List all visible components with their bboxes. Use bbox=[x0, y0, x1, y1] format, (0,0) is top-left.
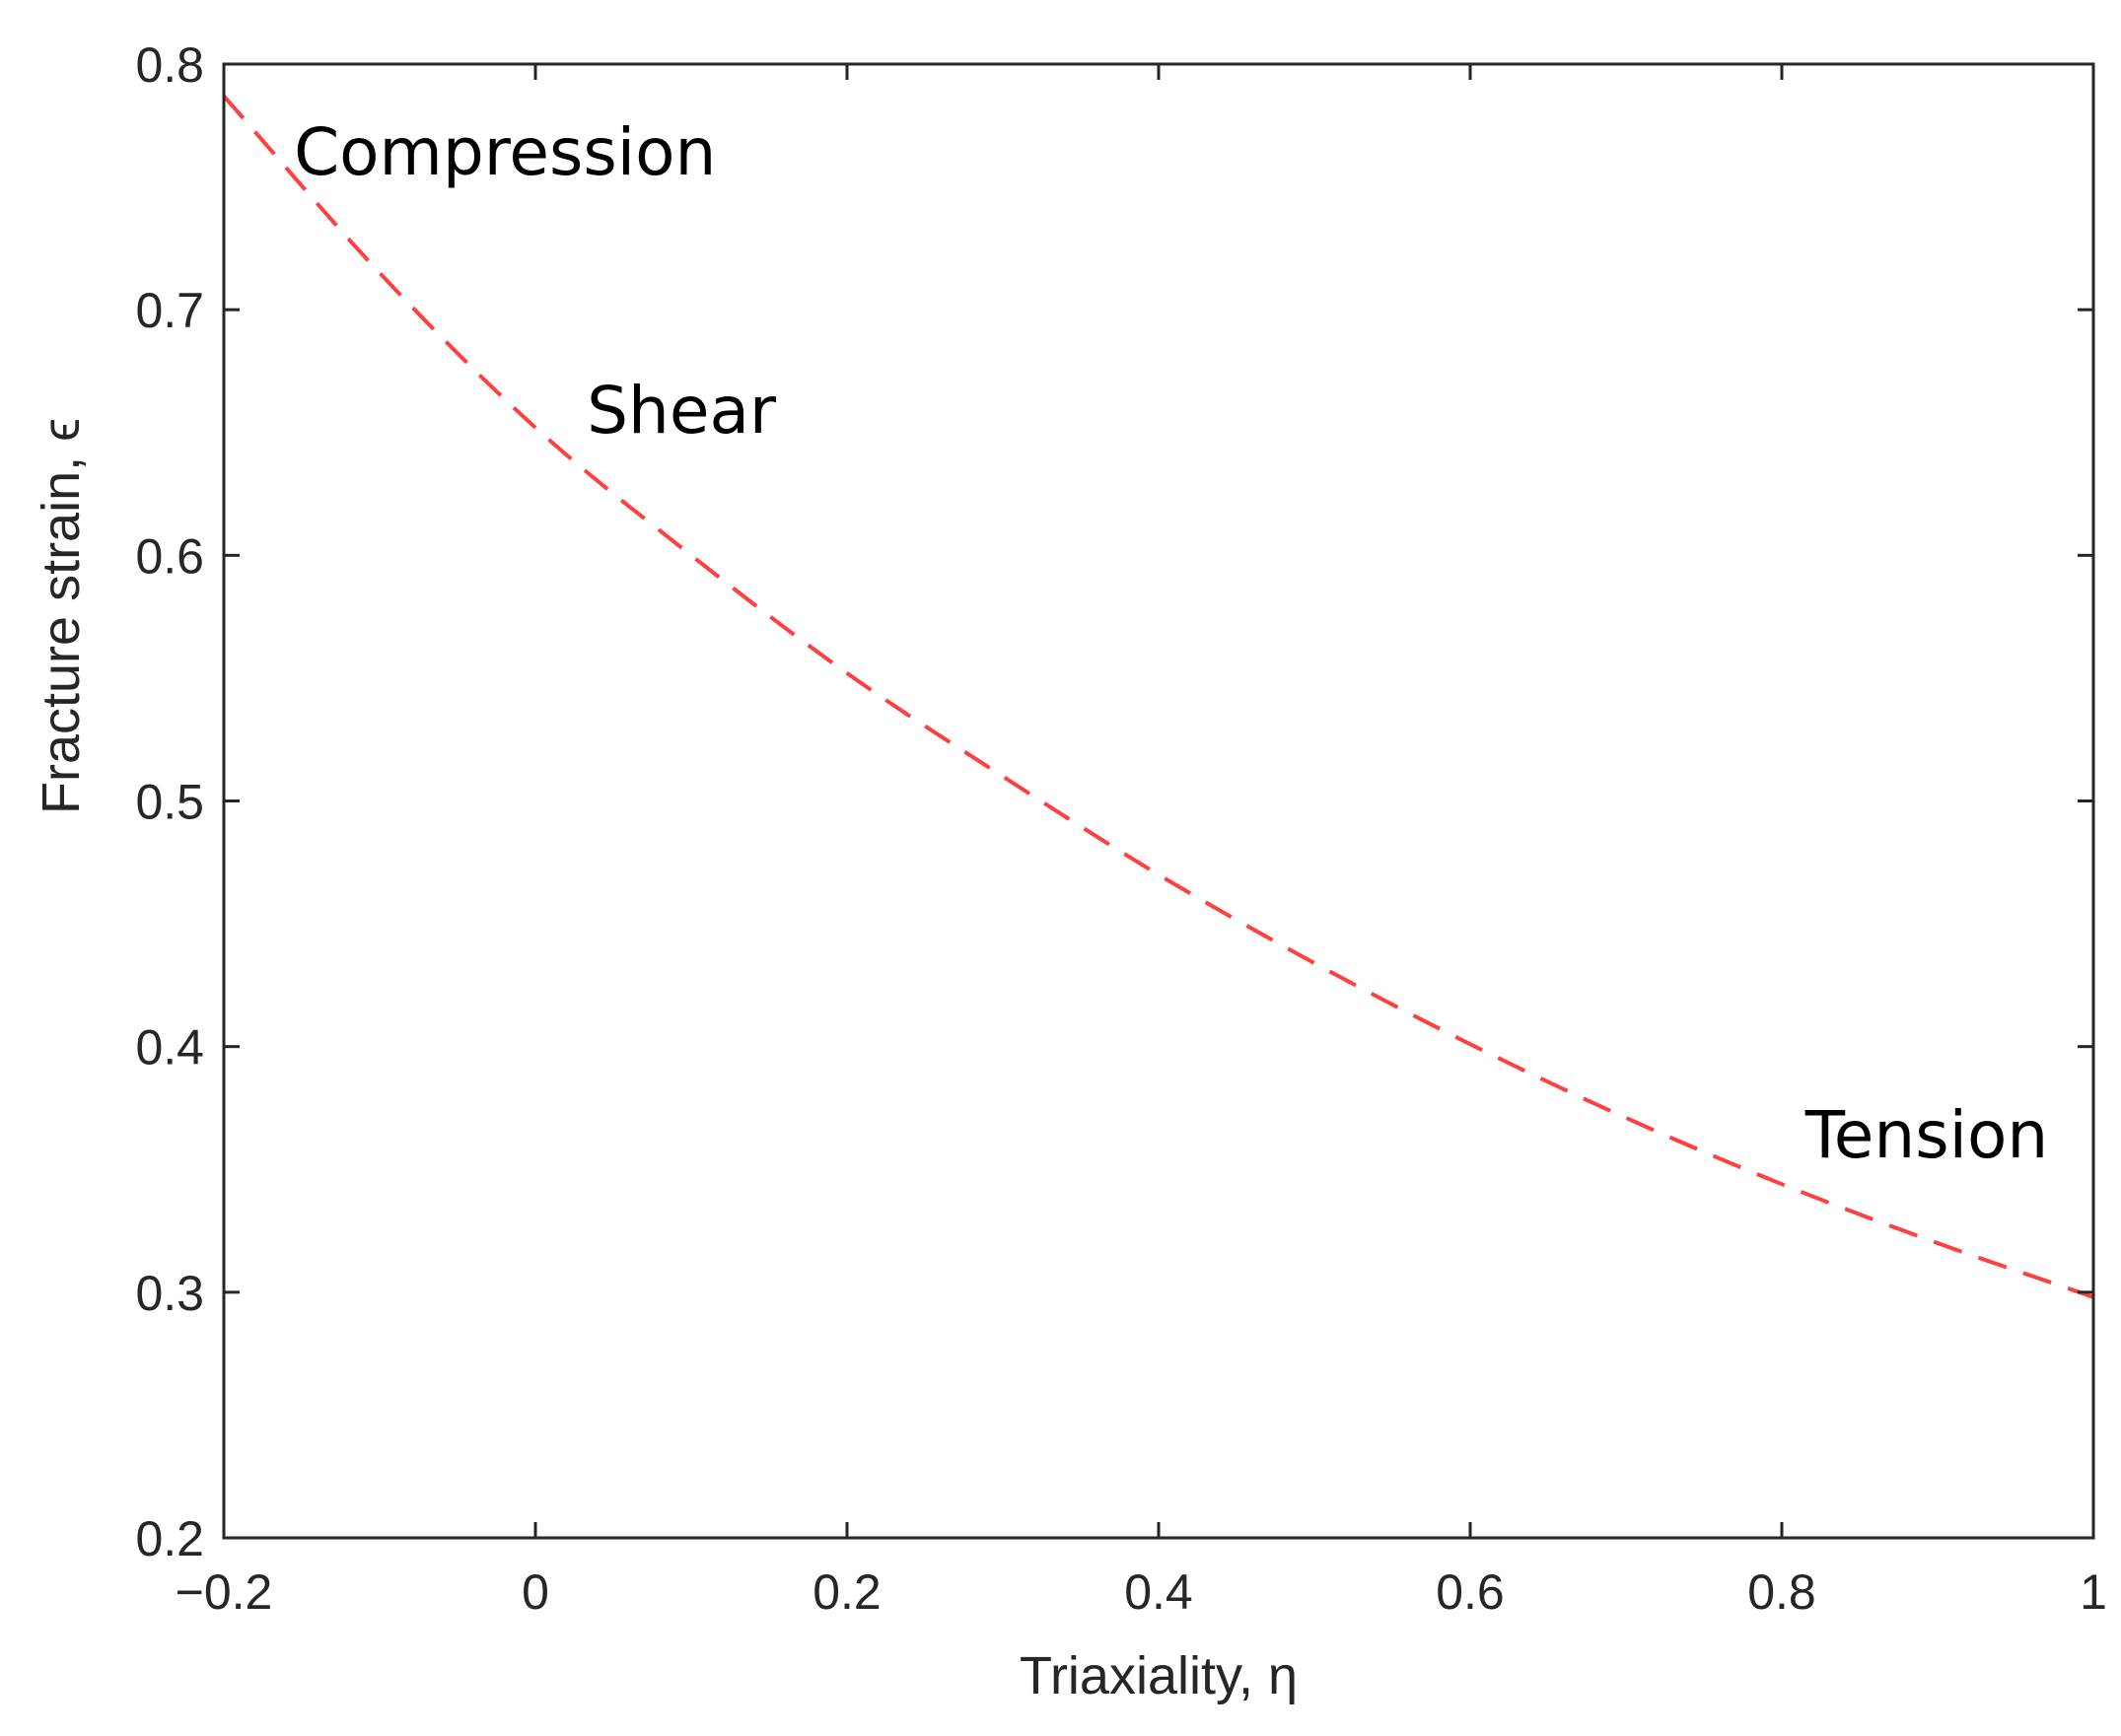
y-tick-label: 0.3 bbox=[135, 1266, 204, 1321]
x-tick-label: 0.2 bbox=[813, 1564, 882, 1620]
x-tick-label: 0.4 bbox=[1124, 1564, 1193, 1620]
y-tick-label: 0.5 bbox=[135, 775, 204, 830]
y-tick-label: 0.2 bbox=[135, 1511, 204, 1566]
plot-area bbox=[224, 64, 2093, 1538]
x-tick-label: 0.8 bbox=[1747, 1564, 1816, 1620]
y-tick-label: 0.8 bbox=[135, 37, 204, 93]
series-layer bbox=[222, 95, 2094, 1299]
x-tick-label: 0.6 bbox=[1436, 1564, 1505, 1620]
y-axis-title: Fracture strain, ϵ bbox=[32, 418, 91, 814]
axes-layer: −0.2 0 0.2 0.4 0.6 0.8 1 0.2 0.3 0.4 0.5 0.6 0.7 0.8 bbox=[135, 37, 2106, 1620]
series-line-0 bbox=[222, 95, 2094, 1299]
x-tick-label: 0 bbox=[522, 1564, 549, 1620]
y-tick-label: 0.7 bbox=[135, 283, 204, 338]
annotation-layer: Compression Shear Tension bbox=[294, 114, 2048, 1173]
y-tick-label: 0.6 bbox=[135, 528, 204, 584]
x-tick-label: 1 bbox=[2080, 1564, 2107, 1620]
plot-background bbox=[224, 64, 2093, 1538]
x-axis-title: Triaxiality, η bbox=[1020, 1646, 1298, 1705]
y-tick-label: 0.4 bbox=[135, 1020, 204, 1076]
annotation-compression: Compression bbox=[294, 114, 716, 190]
annotation-shear: Shear bbox=[587, 373, 777, 449]
x-tick-label: −0.2 bbox=[176, 1564, 273, 1620]
annotation-tension: Tension bbox=[1804, 1097, 2048, 1173]
